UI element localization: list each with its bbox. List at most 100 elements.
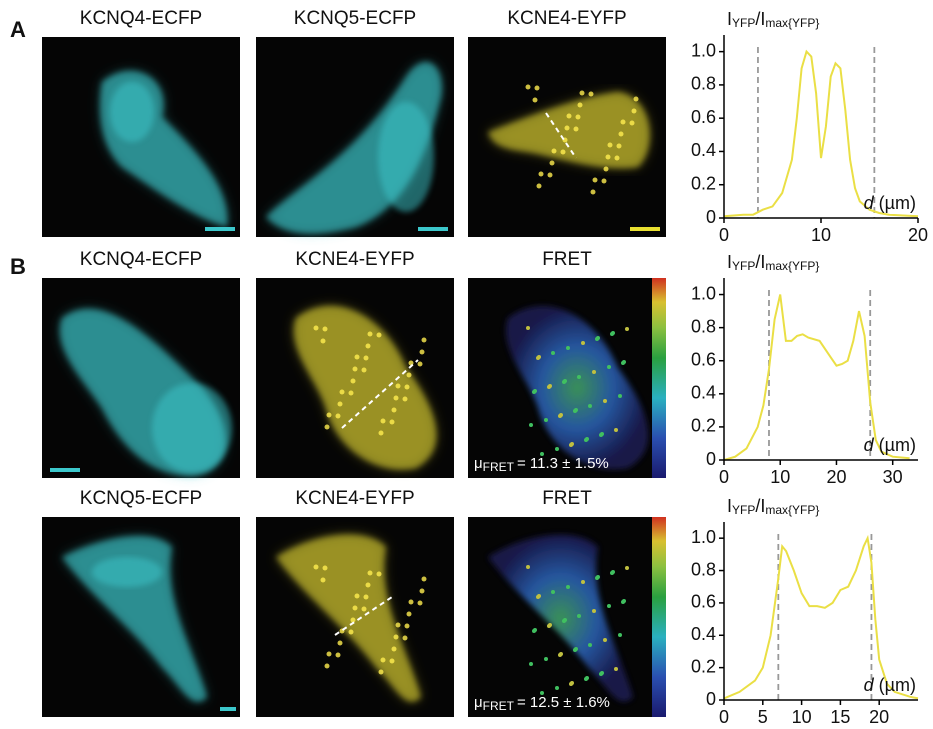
y-tick-label: 0.8	[691, 316, 716, 336]
y-tick-label: 0.4	[691, 624, 716, 644]
profile-line	[545, 112, 577, 159]
fret-speck	[529, 423, 533, 427]
colorbar	[652, 278, 666, 478]
nucleus	[378, 102, 434, 212]
micrograph	[42, 37, 240, 237]
vesicle	[631, 108, 637, 114]
vesicle	[350, 378, 356, 384]
colorbar	[652, 517, 666, 717]
fret-speck	[618, 394, 622, 398]
vesicle	[354, 354, 360, 360]
fret-speck	[618, 633, 622, 637]
annotation-part: = 11.3 ± 1.5%	[517, 455, 609, 472]
y-label-part: /I	[755, 9, 765, 29]
y-label-part: max{YFP}	[765, 259, 819, 273]
vesicle	[352, 605, 358, 611]
vesicle	[607, 142, 613, 148]
vesicle	[629, 120, 635, 126]
vesicle	[588, 91, 594, 97]
vesicle	[313, 325, 319, 331]
fret-speck	[588, 643, 592, 647]
vesicle	[525, 84, 531, 90]
vesicle	[419, 588, 425, 594]
vesicle	[408, 599, 414, 605]
vesicle	[620, 119, 626, 125]
y-tick-label: 0.2	[691, 656, 716, 676]
image-title: KCNE4-EYFP	[295, 249, 414, 270]
x-label-part: (µm)	[879, 675, 916, 695]
y-tick-label: 1.0	[691, 40, 716, 60]
annotation-part: FRET	[483, 699, 515, 713]
y-tick-label: 0.6	[691, 107, 716, 127]
x-tick-label: 0	[719, 707, 729, 727]
vesicle	[564, 125, 570, 131]
fret-speck	[592, 609, 596, 613]
vesicle	[590, 189, 596, 195]
y-label-part: I	[727, 9, 732, 29]
fret-speck	[526, 326, 530, 330]
profile-curve	[723, 534, 919, 700]
vesicle	[592, 177, 598, 183]
vesicle	[419, 349, 425, 355]
micrograph	[256, 278, 454, 478]
vesicle	[376, 571, 382, 577]
vesicle	[380, 418, 386, 424]
y-label-part: /I	[755, 252, 765, 272]
vesicle	[322, 326, 328, 332]
fret-speck	[555, 686, 559, 690]
vesicle	[350, 617, 356, 623]
vesicle	[378, 669, 384, 675]
vesicle	[549, 160, 555, 166]
fret-speck	[547, 385, 551, 389]
annotation-part: μ	[474, 694, 483, 711]
x-tick-label: 20	[869, 707, 889, 727]
fret-speck	[577, 375, 581, 379]
vesicle	[560, 149, 566, 155]
x-tick-label: 5	[758, 707, 768, 727]
vesicle	[393, 395, 399, 401]
vesicle	[605, 154, 611, 160]
vesicle	[367, 331, 373, 337]
vesicle	[391, 407, 397, 413]
x-tick-label: 15	[830, 707, 850, 727]
fret-speck	[621, 600, 625, 604]
x-tick-label: 10	[792, 707, 812, 727]
vesicle	[421, 576, 427, 582]
y-tick-label: 1.0	[691, 283, 716, 303]
fret-speck	[532, 629, 536, 633]
image-title: FRET	[542, 488, 592, 509]
fret-speck	[544, 657, 548, 661]
vesicle	[538, 171, 544, 177]
vesicle	[532, 97, 538, 103]
fret-speck	[532, 390, 536, 394]
annotation-part: μ	[474, 455, 483, 472]
y-label-part: YFP	[732, 16, 755, 30]
fret-speck	[614, 428, 618, 432]
fret-speck	[607, 365, 611, 369]
y-axis-label: IYFP/Imax{YFP}	[727, 496, 819, 517]
micrograph	[256, 37, 454, 237]
y-label-part: max{YFP}	[765, 16, 819, 30]
vesicle	[393, 634, 399, 640]
fret-speck	[573, 648, 577, 652]
fret-speck	[595, 337, 599, 341]
vesicle	[337, 401, 343, 407]
y-label-part: YFP	[732, 259, 755, 273]
micrograph	[256, 517, 454, 717]
image-title: FRET	[542, 249, 592, 270]
vesicle	[320, 338, 326, 344]
fret-speck	[544, 418, 548, 422]
vesicle	[579, 90, 585, 96]
x-tick-label: 20	[826, 467, 846, 487]
x-tick-label: 30	[883, 467, 903, 487]
x-label-part: (µm)	[879, 193, 916, 213]
fret-speck	[558, 414, 562, 418]
fret-speck	[529, 662, 533, 666]
fret-speck	[566, 585, 570, 589]
x-tick-label: 0	[719, 225, 729, 245]
x-label-part: d	[864, 675, 875, 695]
profile-curve	[723, 49, 919, 218]
x-tick-label: 20	[908, 225, 928, 245]
vesicle	[417, 600, 423, 606]
